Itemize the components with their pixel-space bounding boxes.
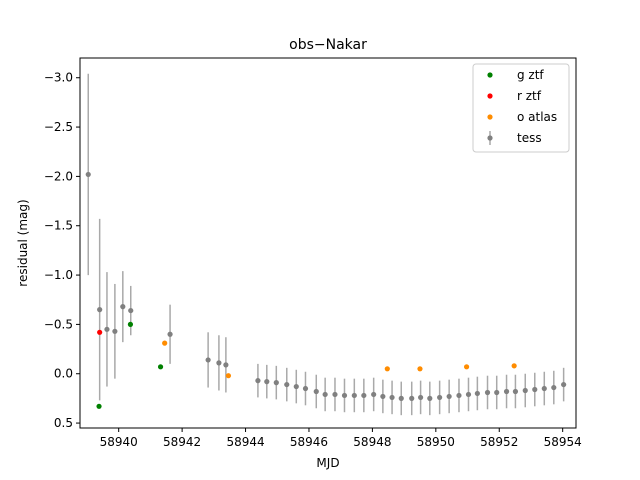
x-tick-label: 58952 <box>480 435 518 449</box>
tess-point <box>465 391 472 398</box>
o-atlas-point <box>463 364 470 370</box>
legend-g-ztf-marker <box>487 72 493 78</box>
tess-point <box>332 391 338 398</box>
x-tick-label: 58948 <box>353 435 391 449</box>
tess-point <box>522 387 528 394</box>
r-ztf-point <box>97 329 103 335</box>
tess-point <box>532 386 538 393</box>
tess-point <box>427 395 433 401</box>
y-tick-label: 0.0 <box>54 367 73 381</box>
tess-point <box>418 394 424 401</box>
tess-point <box>284 381 290 388</box>
tess-point <box>85 171 91 178</box>
o-atlas-point <box>162 340 168 346</box>
y-tick-label: −2.5 <box>44 120 73 134</box>
tess-point <box>167 331 173 337</box>
tess-point <box>264 379 270 385</box>
legend: g ztf r ztf o atlas tess <box>472 63 570 153</box>
tess-point <box>120 304 126 310</box>
tess-point <box>293 383 299 390</box>
legend-tess-marker <box>487 135 493 141</box>
tess-point <box>322 391 328 398</box>
legend-g-ztf-label: g ztf <box>517 68 544 82</box>
y-tick-label: 0.5 <box>54 416 73 430</box>
tess-point <box>341 392 348 399</box>
y-tick-label: −3.0 <box>44 71 73 85</box>
plot-area-frame <box>79 57 577 429</box>
tess-point <box>313 388 319 395</box>
tess-point <box>389 394 395 401</box>
tess-point <box>474 390 480 397</box>
tess-point <box>398 395 404 401</box>
tess-point <box>503 388 510 395</box>
y-tick-label: −2.0 <box>44 169 73 183</box>
y-tick-label: −1.0 <box>44 268 73 282</box>
tess-point <box>437 394 443 401</box>
tess-point <box>561 381 567 388</box>
data-points <box>85 171 567 409</box>
legend-box <box>472 63 570 153</box>
y-tick-label: −0.5 <box>44 317 73 331</box>
y-axis-ticks: −3.0 −2.5 −2.0 −1.5 −1.0 −0.5 0.0 0.5 <box>44 71 80 430</box>
x-tick-label: 58946 <box>290 435 328 449</box>
x-tick-label: 58954 <box>544 435 582 449</box>
tess-point <box>541 385 547 392</box>
x-tick-label: 58950 <box>417 435 455 449</box>
tess-point <box>97 307 103 313</box>
tess-point <box>255 378 261 384</box>
y-axis-label: residual (mag) <box>16 199 30 286</box>
tess-point <box>104 326 110 332</box>
legend-r-ztf-label: r ztf <box>517 89 542 103</box>
g-ztf-point <box>127 321 134 327</box>
x-axis-ticks: 58940 58942 58944 58946 58948 58950 58952 58954 <box>100 428 582 449</box>
tess-point <box>351 392 357 399</box>
x-axis-label: MJD <box>316 456 339 470</box>
tess-point <box>456 392 462 399</box>
tess-point <box>484 389 491 396</box>
x-tick-label: 58940 <box>100 435 138 449</box>
tess-point <box>216 360 222 366</box>
tess-point <box>302 385 309 392</box>
tess-point <box>409 395 415 401</box>
legend-o-atlas-label: o atlas <box>517 110 557 124</box>
g-ztf-point <box>157 364 164 370</box>
chart-title: obs−Nakar <box>289 37 367 53</box>
tess-point <box>273 380 279 386</box>
tess-point <box>512 388 519 395</box>
y-tick-label: −1.5 <box>44 219 73 233</box>
legend-tess-label: tess <box>517 131 542 145</box>
legend-r-ztf-marker <box>487 93 493 99</box>
legend-o-atlas-marker <box>487 114 493 120</box>
o-atlas-point <box>511 363 517 369</box>
tess-point <box>551 384 557 391</box>
o-atlas-point <box>417 366 423 372</box>
tess-point <box>128 307 134 314</box>
tess-point <box>446 393 452 400</box>
x-tick-label: 58944 <box>226 435 264 449</box>
x-tick-label: 58942 <box>163 435 201 449</box>
tess-point <box>361 392 367 399</box>
tess-point <box>112 328 118 334</box>
g-ztf-point <box>96 403 102 409</box>
tess-point <box>205 357 211 363</box>
tess-point <box>380 393 386 400</box>
tess-point <box>494 389 500 396</box>
o-atlas-point <box>384 366 390 372</box>
o-atlas-point <box>225 373 232 379</box>
tess-point <box>371 391 377 398</box>
tess-point <box>223 362 229 368</box>
